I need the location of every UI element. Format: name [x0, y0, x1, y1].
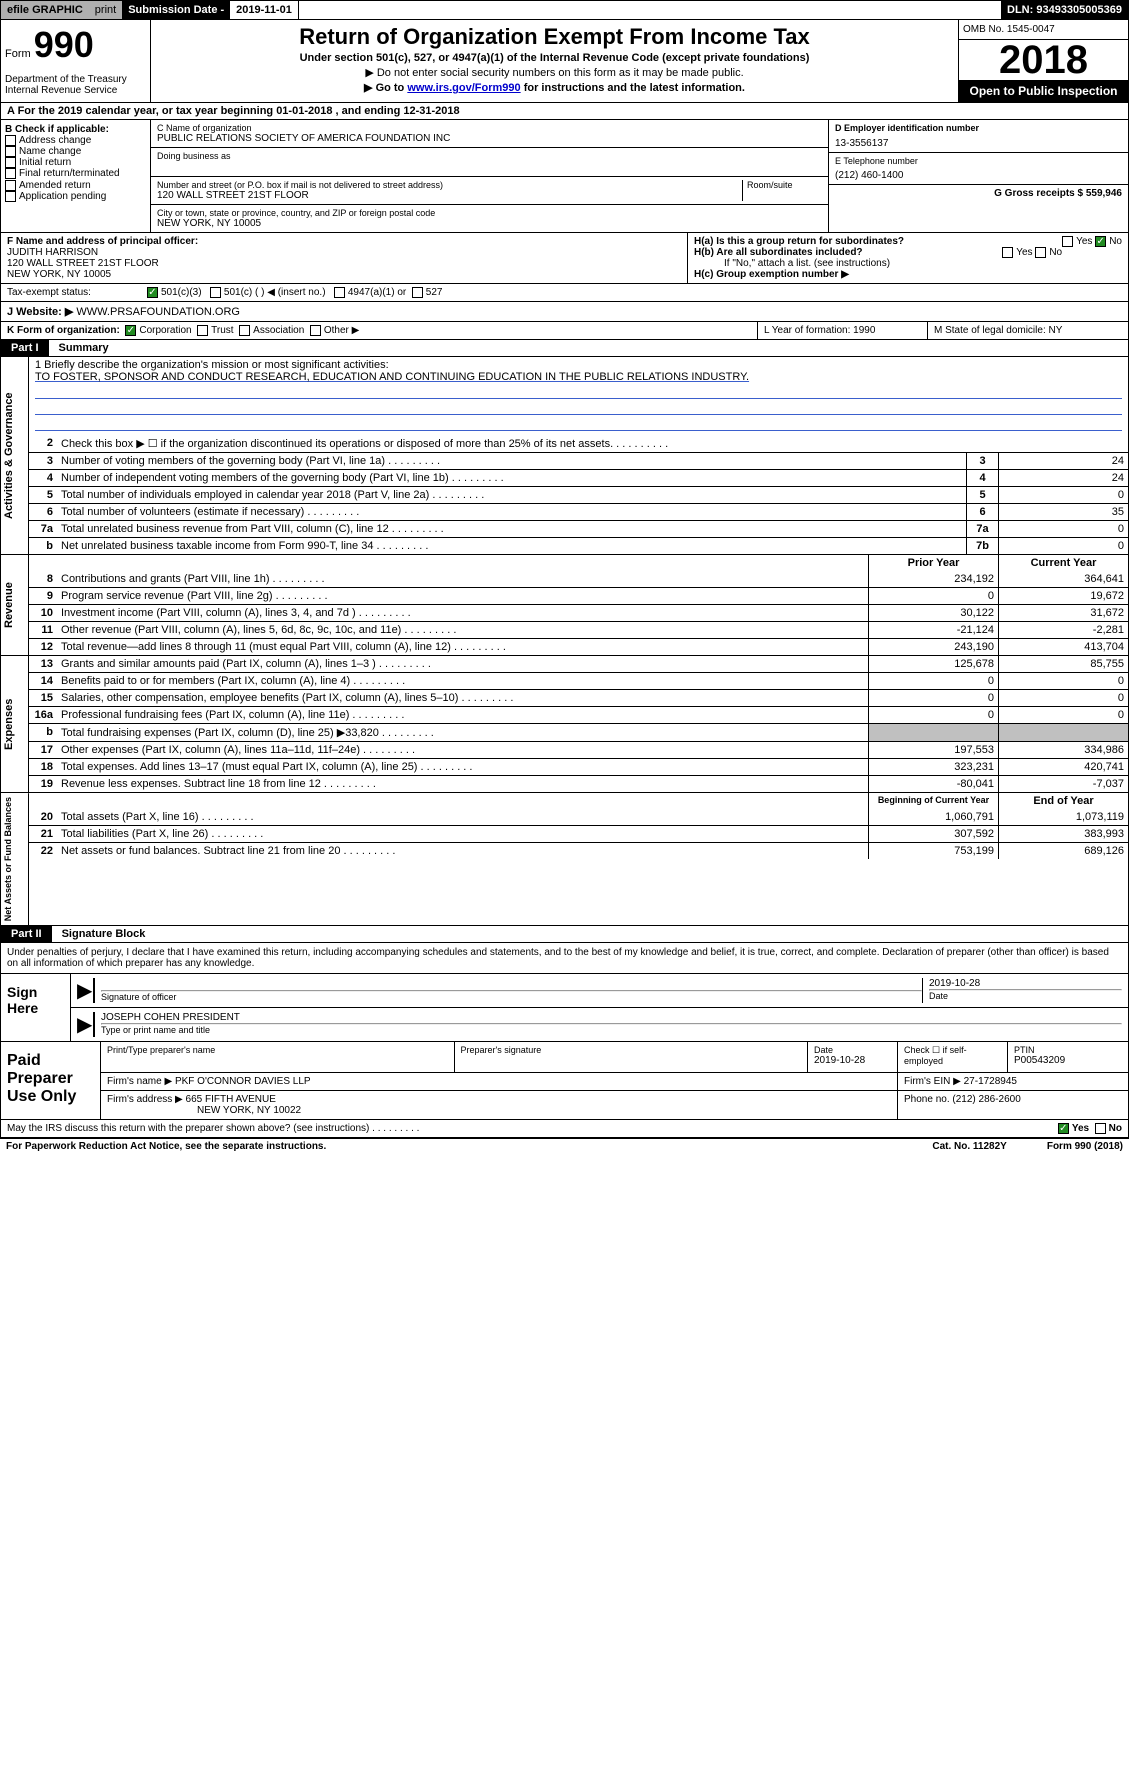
tax-exempt-row: Tax-exempt status: 501(c)(3) 501(c) ( ) … [0, 284, 1129, 302]
te-label: Tax-exempt status: [7, 287, 147, 298]
city-state-zip: NEW YORK, NY 10005 [157, 218, 822, 229]
b-checkbox[interactable] [5, 168, 16, 179]
mission-text: TO FOSTER, SPONSOR AND CONDUCT RESEARCH,… [35, 371, 1122, 383]
te-527-checkbox[interactable] [412, 287, 423, 298]
perjury-statement: Under penalties of perjury, I declare th… [0, 943, 1129, 974]
omb-number: OMB No. 1545-0047 [959, 20, 1128, 40]
hc-label: H(c) Group exemption number ▶ [694, 269, 849, 280]
b-checkbox[interactable] [5, 180, 16, 191]
form-header: Form 990 Department of the Treasury Inte… [0, 20, 1129, 103]
boy-header: Beginning of Current Year [868, 793, 998, 809]
state-domicile: M State of legal domicile: NY [928, 322, 1128, 339]
paid-preparer-block: Paid Preparer Use Only Print/Type prepar… [0, 1042, 1129, 1120]
k-corp-checkbox[interactable] [125, 325, 136, 336]
part2-header: Part II Signature Block [0, 926, 1129, 943]
open-to-public: Open to Public Inspection [959, 80, 1128, 102]
form-label: Form [5, 48, 31, 60]
website: WWW.PRSAFOUNDATION.ORG [76, 306, 240, 318]
hb-yes-checkbox[interactable] [1002, 247, 1013, 258]
b-checkbox[interactable] [5, 157, 16, 168]
irs-link[interactable]: www.irs.gov/Form990 [407, 82, 520, 94]
hb-note: If "No," attach a list. (see instruction… [694, 258, 1122, 269]
ein: 13-3556137 [835, 138, 1122, 149]
summary-revenue: Revenue Prior Year Current Year 8Contrib… [0, 555, 1129, 656]
form-subtitle: Under section 501(c), 527, or 4947(a)(1)… [159, 52, 950, 64]
b-checkbox[interactable] [5, 135, 16, 146]
dln: DLN: 93493305005369 [1001, 1, 1128, 19]
telephone: (212) 460-1400 [835, 170, 1122, 181]
hb-no-checkbox[interactable] [1035, 247, 1046, 258]
form-number: 990 [34, 24, 94, 65]
g-label: G Gross receipts $ [994, 188, 1086, 199]
efile-label: efile GRAPHIC [1, 1, 89, 19]
street-address: 120 WALL STREET 21ST FLOOR [157, 190, 742, 201]
row-j-website: J Website: ▶ WWW.PRSAFOUNDATION.ORG [0, 302, 1129, 322]
row-fgh: F Name and address of principal officer:… [0, 233, 1129, 284]
prior-year-header: Prior Year [868, 555, 998, 571]
discuss-row: May the IRS discuss this return with the… [0, 1120, 1129, 1138]
ptin: P00543209 [1014, 1055, 1122, 1066]
gross-receipts: 559,946 [1086, 188, 1122, 199]
current-year-header: Current Year [998, 555, 1128, 571]
row-a-tax-year: A For the 2019 calendar year, or tax yea… [0, 103, 1129, 120]
f-label: F Name and address of principal officer: [7, 236, 198, 247]
row-klm: K Form of organization: Corporation Trus… [0, 322, 1129, 340]
tax-year: 2018 [959, 40, 1128, 80]
vtab-revenue: Revenue [1, 555, 29, 655]
part1-header: Part I Summary [0, 340, 1129, 357]
summary-governance: Activities & Governance 1 Briefly descri… [0, 357, 1129, 555]
form-title: Return of Organization Exempt From Incom… [159, 24, 950, 50]
d-label: D Employer identification number [835, 123, 979, 133]
k-trust-checkbox[interactable] [197, 325, 208, 336]
firm-name: PKF O'CONNOR DAVIES LLP [175, 1076, 311, 1087]
page-footer: For Paperwork Reduction Act Notice, see … [0, 1138, 1129, 1154]
sign-here-block: Sign Here ▶ Signature of officer 2019-10… [0, 974, 1129, 1042]
hb-label: H(b) Are all subordinates included? [694, 247, 863, 258]
dba-label: Doing business as [157, 151, 822, 161]
firm-phone: (212) 286-2600 [952, 1094, 1020, 1105]
org-name: PUBLIC RELATIONS SOCIETY OF AMERICA FOUN… [157, 133, 822, 144]
mission-label: 1 Briefly describe the organization's mi… [35, 359, 1122, 371]
print-button[interactable]: print [89, 1, 122, 19]
te-501c-checkbox[interactable] [210, 287, 221, 298]
summary-netassets: Net Assets or Fund Balances Beginning of… [0, 793, 1129, 926]
ha-label: H(a) Is this a group return for subordin… [694, 236, 904, 247]
submission-date: 2019-11-01 [230, 1, 299, 19]
b-label: B Check if applicable: [5, 124, 109, 135]
city-label: City or town, state or province, country… [157, 208, 822, 218]
paid-preparer-label: Paid Preparer Use Only [1, 1042, 101, 1119]
vtab-netassets: Net Assets or Fund Balances [1, 793, 29, 925]
b-checkbox[interactable] [5, 191, 16, 202]
vtab-governance: Activities & Governance [1, 357, 29, 554]
firm-ein: 27-1728945 [964, 1076, 1017, 1087]
te-501c3-checkbox[interactable] [147, 287, 158, 298]
instruction-2: ▶ Go to www.irs.gov/Form990 for instruct… [159, 81, 950, 94]
eoy-header: End of Year [998, 793, 1128, 809]
b-checkbox[interactable] [5, 146, 16, 157]
year-formation: L Year of formation: 1990 [758, 322, 928, 339]
c-name-label: C Name of organization [157, 123, 822, 133]
firm-address: 665 FIFTH AVENUE [186, 1094, 276, 1105]
vtab-expenses: Expenses [1, 656, 29, 792]
k-other-checkbox[interactable] [310, 325, 321, 336]
officer-name: JUDITH HARRISON [7, 247, 98, 258]
officer-name-title: JOSEPH COHEN PRESIDENT [101, 1012, 1122, 1023]
e-label: E Telephone number [835, 156, 1122, 166]
discuss-no-checkbox[interactable] [1095, 1123, 1106, 1134]
addr-label: Number and street (or P.O. box if mail i… [157, 180, 742, 190]
ha-yes-checkbox[interactable] [1062, 236, 1073, 247]
room-label: Room/suite [747, 180, 822, 190]
k-assoc-checkbox[interactable] [239, 325, 250, 336]
topbar: efile GRAPHIC print Submission Date - 20… [0, 0, 1129, 20]
sign-here-label: Sign Here [1, 974, 71, 1041]
ha-no-checkbox[interactable] [1095, 236, 1106, 247]
officer-address: 120 WALL STREET 21ST FLOOR NEW YORK, NY … [7, 258, 159, 280]
submission-date-label: Submission Date - [122, 1, 230, 19]
te-4947-checkbox[interactable] [334, 287, 345, 298]
instruction-1: ▶ Do not enter social security numbers o… [159, 66, 950, 79]
block-bcdefg: B Check if applicable: Address changeNam… [0, 120, 1129, 233]
department: Department of the Treasury Internal Reve… [5, 74, 146, 96]
summary-expenses: Expenses 13Grants and similar amounts pa… [0, 656, 1129, 793]
discuss-yes-checkbox[interactable] [1058, 1123, 1069, 1134]
